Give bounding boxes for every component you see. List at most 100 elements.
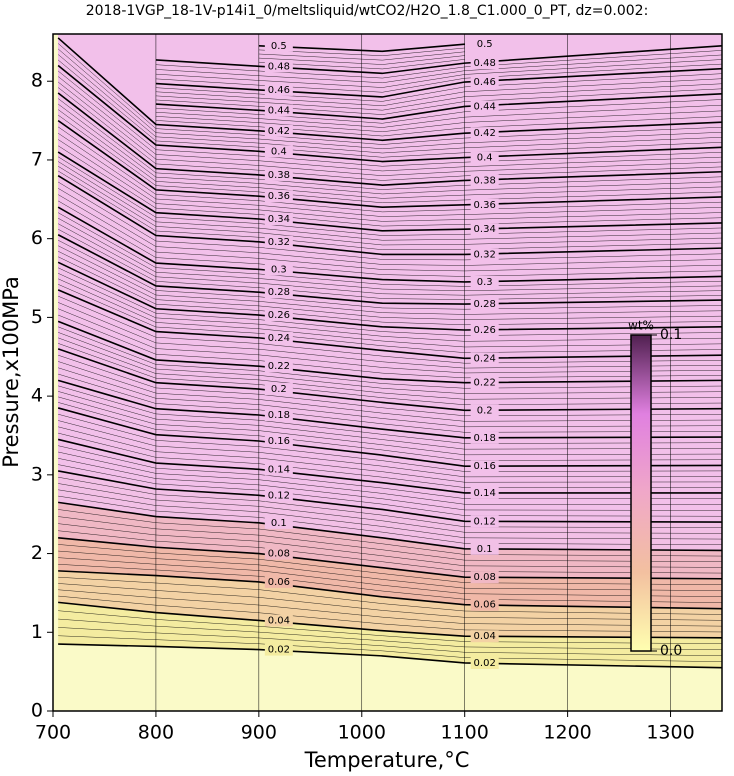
colorbar-tick-label: 0.0 [660,643,682,659]
y-tick-label: 6 [31,227,43,249]
x-tick-label: 700 [35,722,71,744]
contour-label-bg [264,235,293,248]
contour-label-bg [470,571,499,584]
minor-contour [58,145,722,227]
minor-contour [58,278,722,348]
minor-contour [58,194,722,272]
contour-label-bg [264,643,293,656]
y-tick-label: 1 [31,621,43,643]
minor-contour [58,414,722,472]
contour-label: 0.5 [271,41,287,52]
contour-label: 0.04 [474,631,496,642]
minor-contour [58,223,722,296]
contour-label-bg [264,39,293,52]
y-tick-label: 2 [31,542,43,564]
x-tick-label: 1200 [543,722,591,744]
minor-contour [58,267,722,336]
overlay: 700 800 900 1000 1100 1200 1300012345678wt%0.0… [31,33,723,744]
contour-label-bg [264,60,293,73]
contour-label: 0.02 [474,658,496,669]
contour-line [58,470,722,523]
minor-contour [258,55,465,65]
contour-label-bg [264,409,293,422]
contour-label-bg [264,547,293,560]
minor-contour [58,43,722,145]
contour-line [57,92,722,186]
minor-contour [58,495,722,545]
contour-label: 0.34 [474,224,496,235]
minor-contour [155,59,722,88]
minor-contour [155,78,722,106]
contour-label: 0.4 [477,153,493,164]
minor-contour [258,59,465,70]
minor-contour [58,391,722,450]
contour-label-bg [264,124,293,137]
minor-contour [58,166,722,246]
minor-contour [58,373,722,433]
minor-contour [258,51,465,61]
contour-label: 0.26 [268,310,290,321]
minor-contour [58,627,722,656]
contour-line [57,289,722,360]
contour-label: 0.08 [474,572,496,583]
contour-label-bg [264,168,293,181]
minor-contour [58,54,722,154]
minor-contour [58,523,722,568]
contour-label-bg [264,145,293,158]
minor-contour [58,516,722,562]
contour-label: 0.26 [474,325,496,336]
minor-contour [58,218,722,291]
contour-label-bg [470,352,499,365]
x-axis-label: Temperature,°C [304,748,470,772]
contour-label-bg [264,83,293,96]
minor-contour [58,326,722,389]
contour-label-bg [264,434,293,447]
contour-line [57,37,722,142]
contour-label-bg [264,212,293,225]
x-tick-label: 1300 [646,722,694,744]
minor-contour [58,256,722,325]
minor-contour [58,464,722,517]
contour-label: 0.42 [474,128,496,139]
contour-label: 0.4 [271,146,287,157]
contour-label: 0.2 [271,384,287,395]
contour-label-bg [470,100,499,113]
contour-line [58,601,722,639]
contour-label-bg [264,575,293,588]
minor-contour [58,229,722,300]
minor-contour [155,110,722,132]
minor-contour [58,103,722,195]
contour-line [155,67,722,98]
contour-label-bg [470,275,499,288]
minor-contour [58,385,722,444]
contour-label: 0.18 [268,410,290,421]
contour-line [155,45,722,75]
contour-label: 0.3 [271,264,287,275]
minor-contour [58,610,722,644]
contour-line [57,119,722,208]
contour-label: 0.34 [268,214,290,225]
minor-contour [58,635,722,662]
minor-contour [58,109,722,199]
contour-line [57,379,722,439]
x-tick-label: 900 [241,722,277,744]
minor-contour [58,156,722,236]
contour-label-bg [470,404,499,417]
contour-label: 0.16 [474,461,496,472]
contour-label: 0.22 [474,378,496,389]
contour-label-bg [264,309,293,322]
contour-label-bg [470,198,499,211]
y-tick-label: 4 [31,385,43,407]
minor-contour [58,367,722,428]
minor-contour [58,212,722,287]
contour-label-bg [264,614,293,627]
contour-line [57,438,722,494]
y-tick-label: 0 [31,700,43,722]
contour-label-bg [470,656,499,669]
minor-contour [58,576,722,615]
minor-contour [58,284,722,353]
contour-label-bg [264,463,293,476]
minor-contour [155,63,722,93]
contour-line [258,43,465,53]
minor-contour [58,458,722,511]
